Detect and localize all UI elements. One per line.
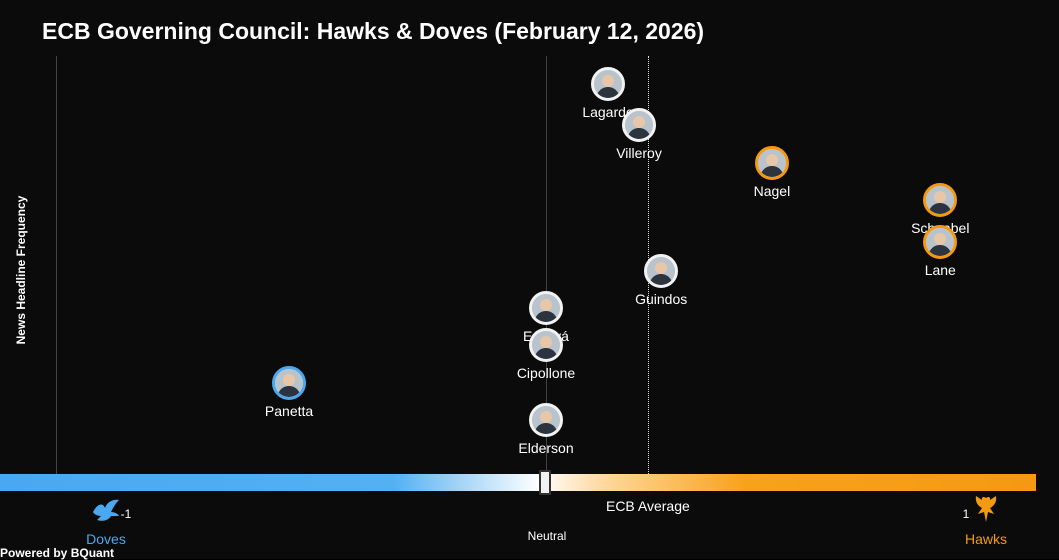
member-point[interactable]: Villeroy — [616, 108, 662, 161]
member-point[interactable]: Schnabel — [911, 183, 969, 236]
member-avatar — [754, 145, 789, 180]
x-min-label: -1 — [120, 507, 132, 521]
y-axis-label: News Headline Frequency — [14, 195, 28, 345]
member-name: Villeroy — [616, 145, 662, 162]
member-point[interactable]: Cipollone — [517, 328, 575, 381]
member-avatar — [591, 66, 626, 101]
doves-label: Doves — [86, 531, 126, 547]
member-name: Cipollone — [516, 365, 576, 382]
member-point[interactable]: Lagarde — [582, 66, 634, 120]
neutral-line — [546, 56, 547, 474]
member-name: Elderson — [518, 440, 574, 457]
member-name: Lane — [924, 261, 956, 278]
member-avatar — [923, 183, 958, 218]
hawk-icon — [975, 496, 997, 522]
member-avatar — [644, 253, 679, 288]
member-avatar — [529, 403, 563, 438]
member-point[interactable]: Escrivá — [523, 291, 569, 344]
hawk-dove-scale-bar — [0, 474, 1036, 491]
x-max-label: 1 — [962, 507, 970, 521]
neutral-label: Neutral — [527, 529, 567, 543]
member-name: Nagel — [753, 182, 791, 199]
chart-title: ECB Governing Council: Hawks & Doves (Fe… — [42, 18, 705, 44]
member-avatar — [923, 224, 958, 259]
member-avatar — [622, 108, 657, 143]
left-axis-line — [56, 56, 57, 474]
member-point[interactable]: Panetta — [265, 365, 313, 419]
member-avatar — [529, 291, 563, 325]
ecb-average-label: ECB Average — [605, 498, 690, 514]
neutral-marker — [539, 470, 551, 495]
member-name: Lagarde — [582, 103, 634, 120]
footer-credit: Powered by BQuant — [0, 546, 115, 560]
member-avatar — [272, 365, 307, 400]
member-avatar — [529, 328, 563, 363]
hawks-label: Hawks — [964, 531, 1008, 547]
member-point[interactable]: Nagel — [754, 145, 790, 199]
member-point[interactable]: Lane — [923, 224, 958, 278]
member-name: Panetta — [264, 402, 314, 419]
member-name: Guindos — [635, 290, 688, 307]
member-point[interactable]: Guindos — [635, 253, 687, 307]
dove-icon — [93, 499, 119, 521]
member-point[interactable]: Elderson — [518, 403, 574, 456]
